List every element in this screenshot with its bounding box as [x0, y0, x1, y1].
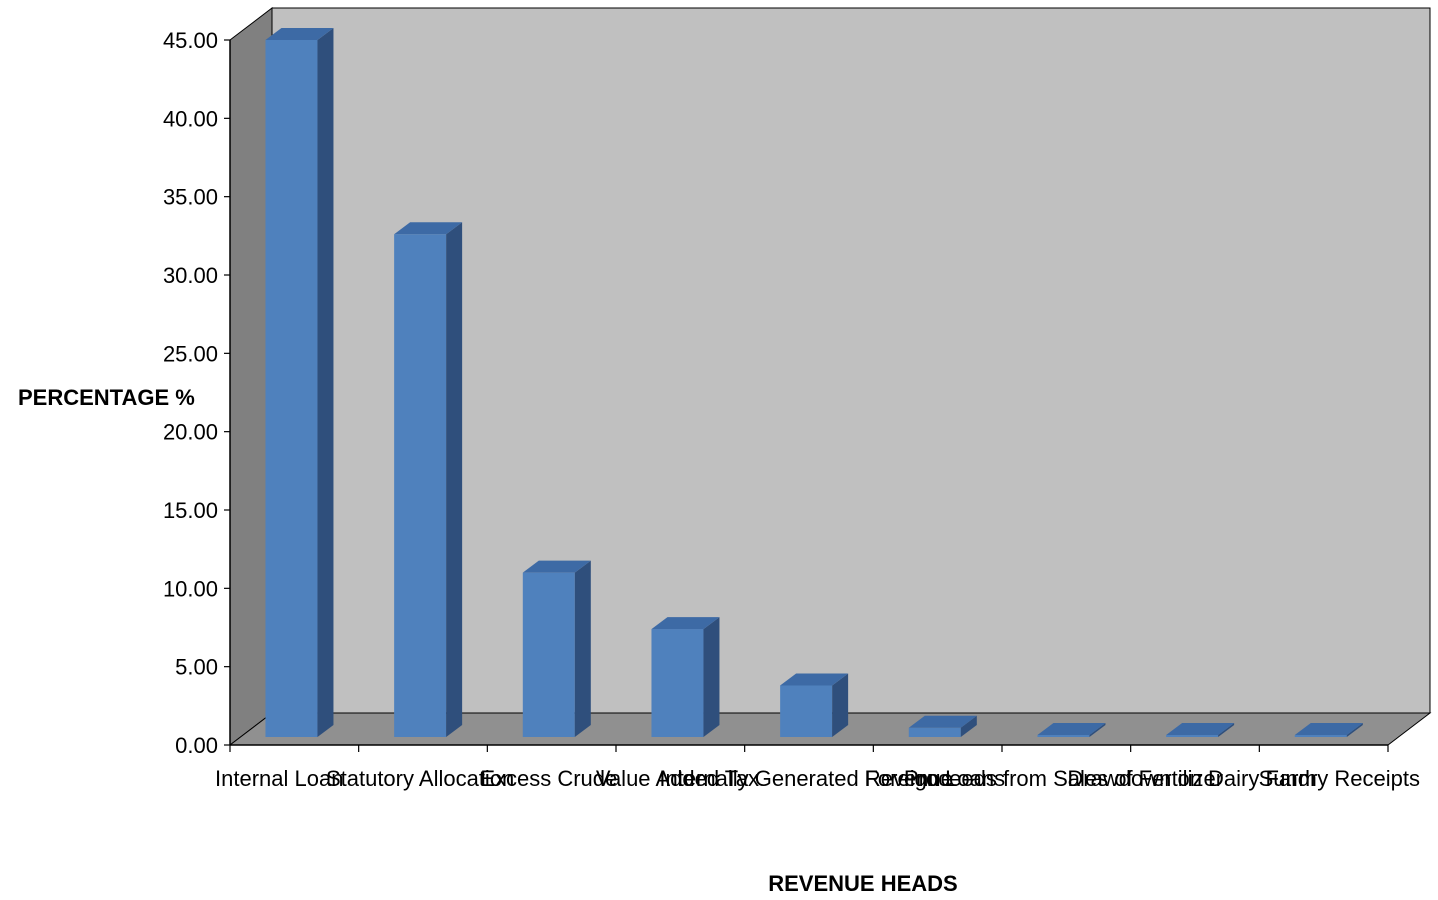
- chart-bars: [265, 28, 1363, 737]
- bar-side: [832, 673, 849, 737]
- y-tick-label: 0.00: [175, 733, 218, 758]
- y-tick-label: 20.00: [163, 420, 218, 445]
- bar-top: [522, 560, 591, 573]
- bar-top: [394, 222, 463, 235]
- x-tick-label: Drawdown on Dairy Farm: [1067, 766, 1316, 791]
- y-tick-label: 10.00: [163, 576, 218, 601]
- bar: [522, 560, 591, 737]
- y-tick-label: 45.00: [163, 28, 218, 53]
- bar-front: [1037, 735, 1090, 737]
- chart-axes: [224, 39, 1389, 752]
- bar-top: [1037, 723, 1106, 735]
- bar-side: [1346, 723, 1363, 737]
- bar-front: [522, 572, 575, 737]
- x-tick-label: Foreign Loans: [864, 766, 1005, 791]
- y-tick-label: 35.00: [163, 185, 218, 210]
- bar-front: [908, 727, 961, 737]
- bar-front: [1166, 735, 1219, 737]
- bar-front: [651, 629, 704, 737]
- x-tick-label: Excess Crude: [480, 766, 617, 791]
- y-tick-label: 40.00: [163, 106, 218, 131]
- x-tick-label: Internal Loan: [215, 766, 343, 791]
- y-tick-label: 30.00: [163, 263, 218, 288]
- y-tick-labels: 0.00 5.00 10.00 15.00 20.00 25.00 30.00 35.00 40…: [163, 28, 218, 758]
- y-tick-label: 25.00: [163, 341, 218, 366]
- bar: [1166, 723, 1235, 737]
- bar-top: [1166, 723, 1235, 735]
- bar: [908, 715, 977, 737]
- bar-front: [265, 40, 318, 737]
- x-tick-label: Proceeds from Sales of Fertilizer: [904, 766, 1223, 791]
- bar-side: [446, 222, 463, 737]
- bar: [265, 28, 334, 737]
- bar-side: [703, 617, 720, 737]
- y-tick-label: 5.00: [175, 655, 218, 680]
- bar-front: [780, 685, 833, 737]
- bar: [1294, 723, 1363, 737]
- bar: [651, 617, 720, 737]
- bar: [394, 222, 463, 737]
- bar: [780, 673, 849, 737]
- x-tick-label: Internally Generated Revenue: [659, 766, 953, 791]
- x-axis-title: REVENUE HEADS: [768, 871, 957, 896]
- bar-side: [1218, 723, 1235, 737]
- x-tick-label: Statutory Allocation: [326, 766, 514, 791]
- bar-front: [1294, 735, 1347, 737]
- x-tick-label: Sundry Receipts: [1259, 766, 1420, 791]
- y-tick-label: 15.00: [163, 498, 218, 523]
- bar-top: [651, 617, 720, 630]
- bar-top: [908, 715, 977, 728]
- bar-front: [394, 234, 447, 737]
- x-tick-label: Value Added Tax: [596, 766, 759, 791]
- bar-side: [317, 28, 334, 737]
- bar-top: [265, 28, 334, 40]
- bar-top: [780, 673, 849, 686]
- bar-side: [960, 715, 977, 737]
- bar-top: [1294, 723, 1363, 735]
- y-axis-title: PERCENTAGE %: [18, 385, 195, 410]
- bar: [1037, 723, 1106, 737]
- bar-side: [1089, 723, 1106, 737]
- bar-side: [574, 560, 591, 737]
